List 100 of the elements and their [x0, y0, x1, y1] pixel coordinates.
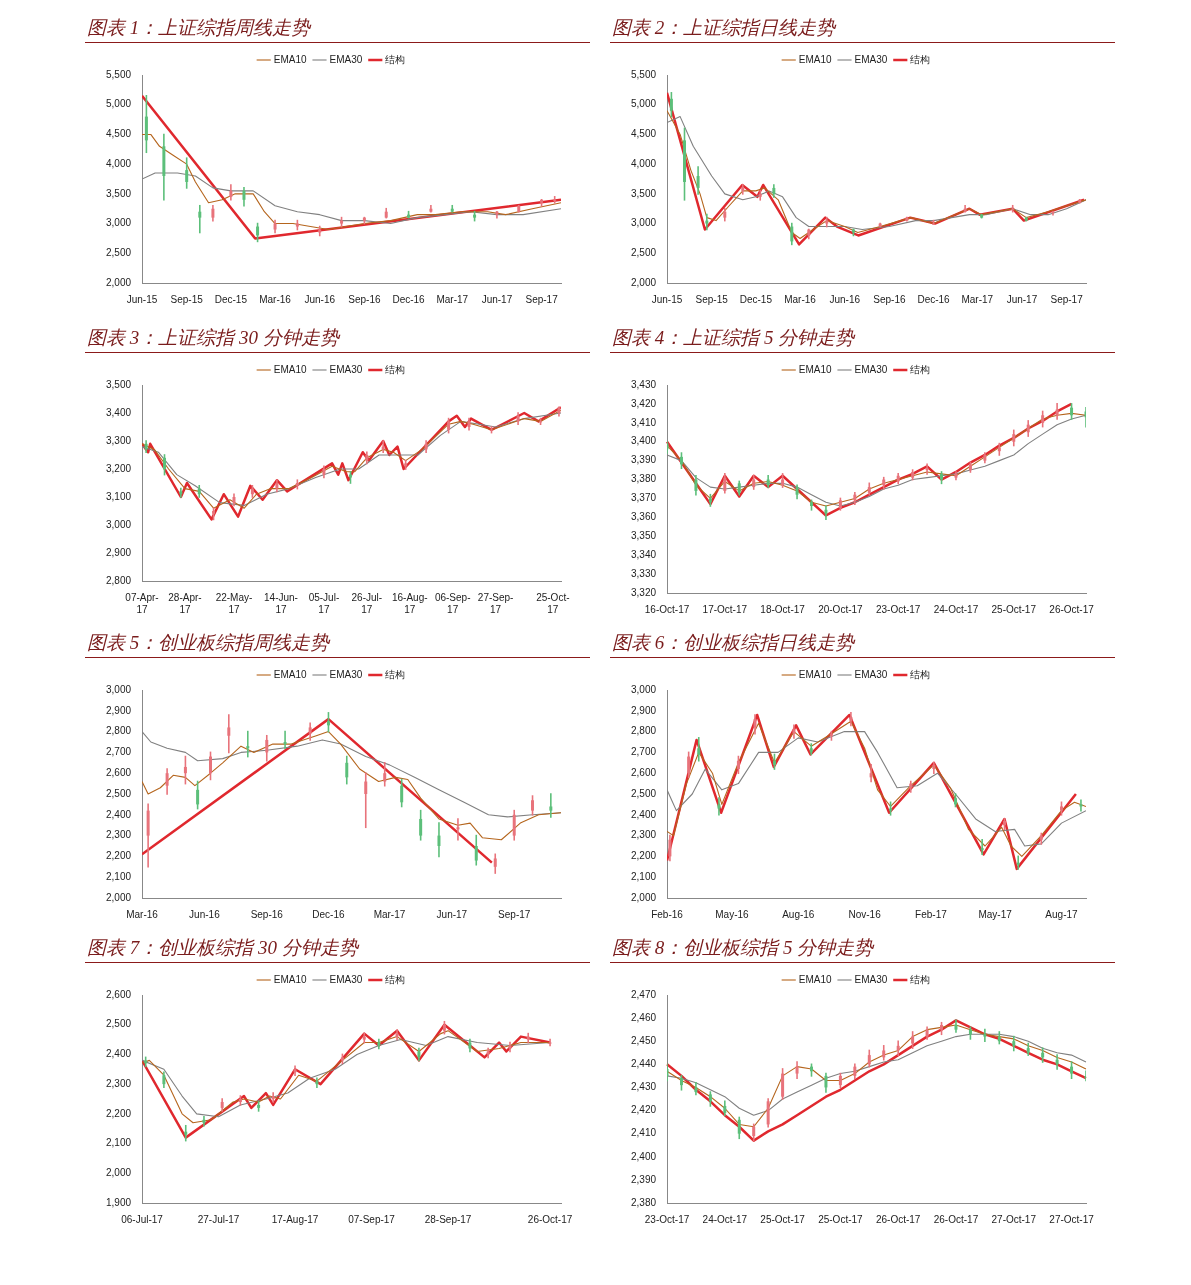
candlestick [227, 714, 231, 754]
x-tick-label: 17-Oct-17 [702, 603, 748, 615]
y-tick-label: 2,600 [630, 766, 657, 778]
x-tick-label: 25-Oct-17 [536, 591, 570, 615]
candlestick [824, 505, 828, 521]
candlestick [419, 809, 423, 841]
x-tick-label: Jun-17 [1006, 293, 1038, 305]
y-tick-label: 3,400 [105, 406, 132, 418]
y-tick-label: 2,800 [105, 725, 132, 737]
candlestick [198, 204, 202, 234]
x-tick-label: 28-Sep-17 [424, 1213, 472, 1225]
x-tick-label: Jun-15 [651, 293, 683, 305]
x-tick-label: Sep-17 [498, 908, 531, 920]
y-tick-label: 3,000 [105, 683, 132, 695]
legend-label: EMA10 [273, 53, 307, 65]
legend-label: 结构 [385, 668, 406, 680]
candlestick [196, 780, 200, 810]
y-tick-label: 3,000 [630, 683, 657, 695]
candlestick [953, 793, 957, 808]
candlestick [265, 734, 269, 762]
candlestick [909, 780, 913, 793]
x-tick-label: Dec-16 [392, 293, 426, 305]
y-tick-label: 3,500 [105, 187, 132, 199]
candlestick [741, 184, 745, 195]
candlestick [668, 834, 672, 862]
candlestick [183, 755, 187, 785]
y-tick-label: 2,300 [105, 1077, 132, 1089]
candlestick [669, 92, 673, 118]
legend-label: EMA10 [273, 973, 307, 985]
y-tick-label: 3,330 [630, 567, 657, 579]
y-tick-label: 3,340 [630, 548, 657, 560]
y-tick-label: 2,000 [105, 1167, 132, 1179]
x-tick-label: Sep-17 [1050, 293, 1084, 305]
x-tick-label: Sep-16 [348, 293, 381, 305]
y-tick-label: 2,500 [630, 787, 657, 799]
y-tick-label: 3,100 [105, 490, 132, 502]
candlestick [474, 834, 478, 866]
x-tick-label: Aug-17 [1045, 908, 1079, 920]
candlestick [723, 473, 727, 494]
candlestick [179, 487, 183, 498]
y-tick-label: 2,300 [630, 829, 657, 841]
legend-label: 结构 [385, 363, 406, 375]
candlestick [753, 714, 757, 735]
x-tick-label: 23-Oct-17 [644, 1213, 690, 1225]
y-tick-label: 2,700 [630, 746, 657, 758]
candlestick [165, 768, 169, 795]
candlestick [526, 1032, 530, 1044]
candlestick [493, 853, 497, 874]
x-tick-label: 07-Apr-17 [125, 591, 159, 615]
candlestick [229, 184, 233, 201]
y-tick-label: 3,500 [105, 378, 132, 390]
candlestick [825, 216, 829, 228]
x-tick-label: Sep-15 [170, 293, 204, 305]
candlestick [548, 1038, 552, 1047]
candlestick [694, 474, 698, 496]
candlestick [456, 818, 460, 841]
y-tick-label: 3,000 [630, 217, 657, 229]
y-tick-label: 2,200 [105, 1107, 132, 1119]
x-tick-label: 20-Oct-17 [818, 603, 864, 615]
candlestick [315, 1077, 319, 1088]
y-tick-label: 2,380 [630, 1196, 657, 1208]
y-tick-label: 3,400 [630, 435, 657, 447]
y-tick-label: 3,420 [630, 397, 657, 409]
legend-label: EMA30 [854, 53, 888, 65]
candlestick [696, 166, 700, 195]
legend-label: EMA10 [273, 668, 307, 680]
candlestick [849, 712, 853, 727]
chart-title: 图表 4：上证综指 5 分钟走势 [610, 325, 1115, 353]
x-tick-label: 18-Oct-17 [760, 603, 806, 615]
x-tick-label: 27-Oct-17 [991, 1213, 1037, 1225]
candlestick [400, 778, 404, 808]
legend-label: EMA30 [329, 53, 363, 65]
x-tick-label: 27-Sep-17 [477, 591, 514, 615]
x-tick-label: May-17 [978, 908, 1013, 920]
candlestick [705, 213, 709, 231]
y-tick-label: 2,400 [630, 808, 657, 820]
y-tick-label: 2,500 [630, 247, 657, 259]
candlestick [486, 1047, 490, 1059]
candlestick [512, 809, 516, 841]
candlestick [869, 764, 873, 783]
y-tick-label: 3,320 [630, 586, 657, 598]
x-tick-label: Jun-15 [126, 293, 158, 305]
candlestick [810, 499, 813, 511]
y-tick-label: 3,360 [630, 511, 657, 523]
y-tick-label: 5,500 [630, 68, 657, 80]
legend-label: EMA30 [329, 668, 363, 680]
y-tick-label: 5,000 [630, 98, 657, 110]
chart-title: 图表 8：创业板综指 5 分钟走势 [610, 935, 1115, 963]
x-tick-label: Nov-16 [848, 908, 882, 920]
x-tick-label: Mar-17 [961, 293, 994, 305]
y-tick-label: 2,100 [630, 870, 657, 882]
y-tick-label: 5,000 [105, 98, 132, 110]
y-tick-label: 2,900 [105, 546, 132, 558]
legend-label: EMA10 [798, 668, 832, 680]
x-tick-label: Jun-17 [481, 293, 513, 305]
y-tick-label: 2,700 [105, 746, 132, 758]
y-tick-label: 2,600 [105, 988, 132, 1000]
x-tick-label: 22-May-17 [215, 591, 253, 615]
y-tick-label: 2,390 [630, 1173, 657, 1185]
x-tick-label: Mar-16 [126, 908, 159, 920]
